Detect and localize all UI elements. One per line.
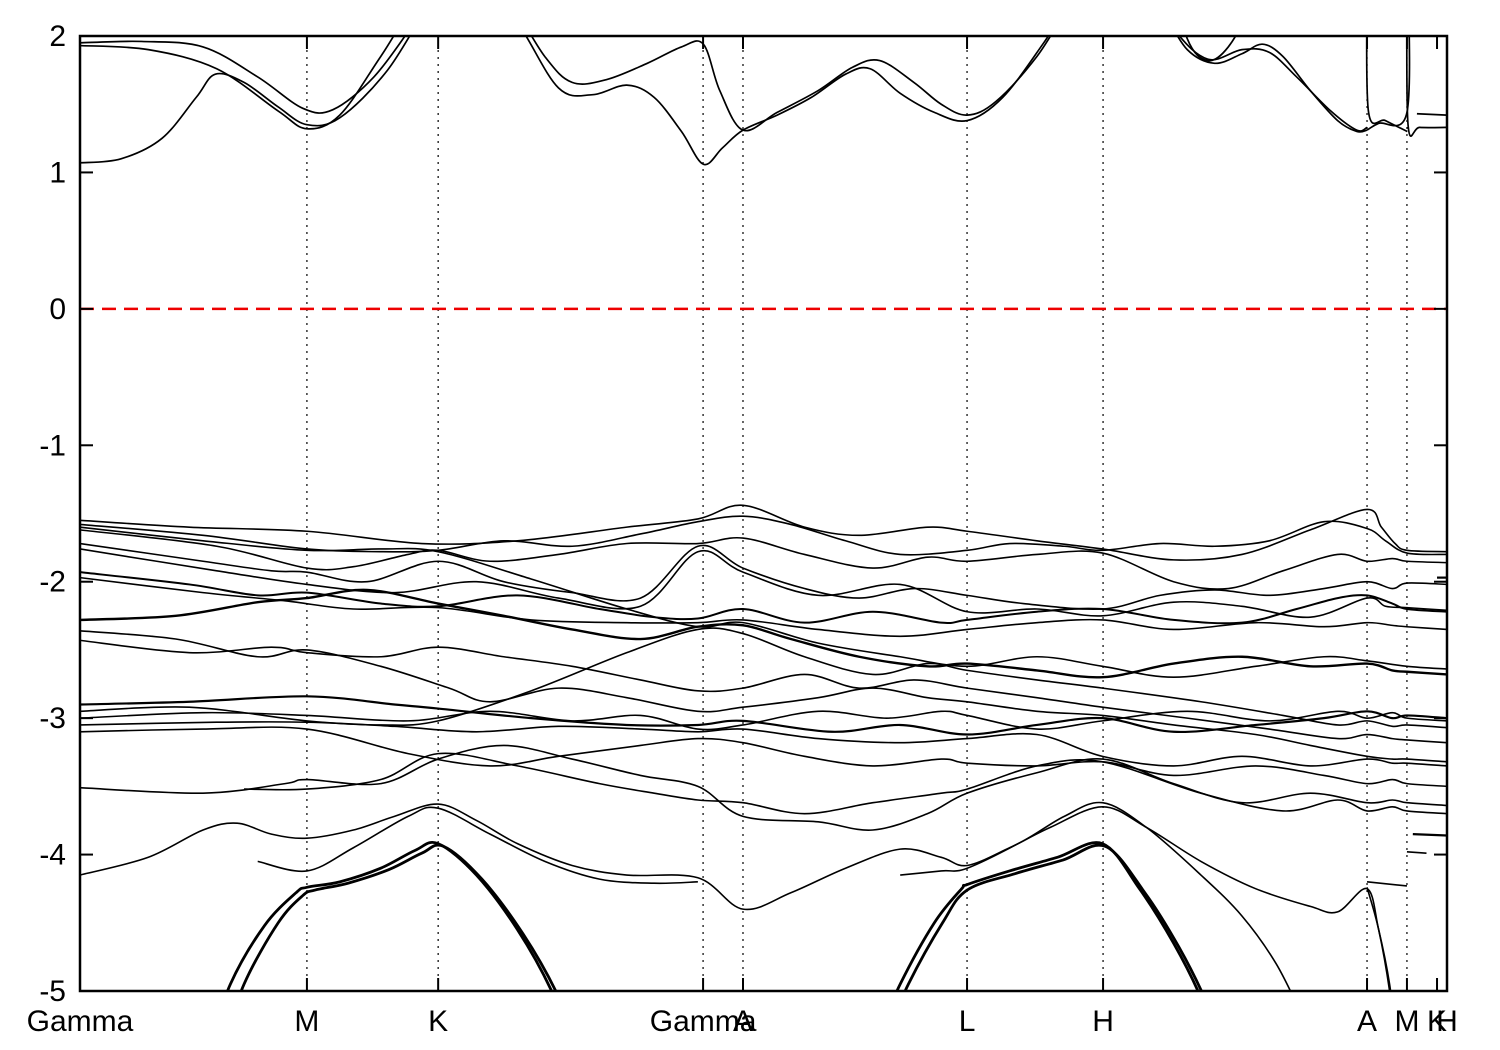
- band-line-cond-r3: [1405, 36, 1447, 137]
- band-line-right-fan-down: [1366, 887, 1391, 991]
- band-line-val-u6: [80, 571, 1447, 625]
- band-line-val-g3: [80, 630, 1447, 763]
- x-tick-label: Gamma: [650, 1005, 757, 1038]
- band-line-val-u2: [80, 515, 1447, 556]
- band-curves-group: [80, 36, 1447, 991]
- band-line-cond-4: [1185, 36, 1237, 62]
- band-line-cond-r2: [1366, 36, 1411, 131]
- y-tick-label: -1: [39, 429, 66, 462]
- band-line-val-u3: [80, 529, 1447, 590]
- band-line-val-g2: [80, 627, 1447, 729]
- x-tick-label: H: [1092, 1005, 1114, 1038]
- band-line-val-u7: [80, 576, 1447, 638]
- x-tick-label: K: [1427, 1005, 1447, 1038]
- x-tick-label: A: [1357, 1005, 1377, 1038]
- band-line-val-g4: [80, 639, 1447, 744]
- band-line-deep-parabola-right-a: [895, 841, 1200, 991]
- band-line-cond-r4: [1416, 112, 1447, 116]
- band-line-val-u5: [80, 548, 1447, 619]
- x-tick-label: M: [294, 1005, 319, 1038]
- band-line-val-l5: [80, 744, 1447, 831]
- y-tick-label: -5: [39, 975, 66, 1008]
- y-tick-label: -4: [39, 839, 66, 872]
- band-line-right-flat-1: [1366, 881, 1408, 887]
- band-line-cond-r1: [1365, 36, 1408, 133]
- band-line-deep-parabola-left-b: [239, 843, 558, 991]
- band-line-deep-parabola-right-b: [903, 843, 1203, 991]
- band-line-val-d2: [80, 803, 1392, 991]
- band-line-deep-parabola-left-a: [225, 841, 554, 991]
- band-line-val-l1: [80, 695, 1447, 736]
- band-line-val-l6: [244, 752, 1447, 815]
- band-line-cond-3: [80, 36, 411, 164]
- x-tick-label: K: [428, 1005, 448, 1038]
- x-tick-label: Gamma: [27, 1005, 134, 1038]
- band-line-val-d3-right: [900, 801, 1292, 991]
- band-line-val-u8: [80, 588, 1447, 679]
- y-tick-label: 1: [49, 156, 66, 189]
- band-line-val-g1: [80, 526, 1447, 679]
- y-tick-label: 2: [49, 20, 66, 53]
- band-line-cond-2: [80, 36, 1368, 166]
- x-tick-label: L: [959, 1005, 976, 1038]
- y-tick-label: -3: [39, 702, 66, 735]
- band-line-val-l3: [80, 721, 1447, 767]
- plot-frame: [78, 34, 1449, 993]
- y-tick-label: -2: [39, 566, 66, 599]
- band-line-val-d3-left: [257, 806, 698, 885]
- band-line-right-dash-3: [1406, 851, 1427, 855]
- band-line-val-l4: [80, 726, 1447, 788]
- y-tick-label: 0: [49, 293, 66, 326]
- band-line-val-l2: [80, 710, 1447, 731]
- x-tick-label: M: [1394, 1005, 1419, 1038]
- band-line-cond-1: [80, 36, 1368, 133]
- x-tick-label: H: [1436, 1005, 1458, 1038]
- band-line-right-dash-2: [1412, 833, 1447, 837]
- band-line-val-u1: [80, 504, 1447, 561]
- x-tick-label: A: [733, 1005, 753, 1038]
